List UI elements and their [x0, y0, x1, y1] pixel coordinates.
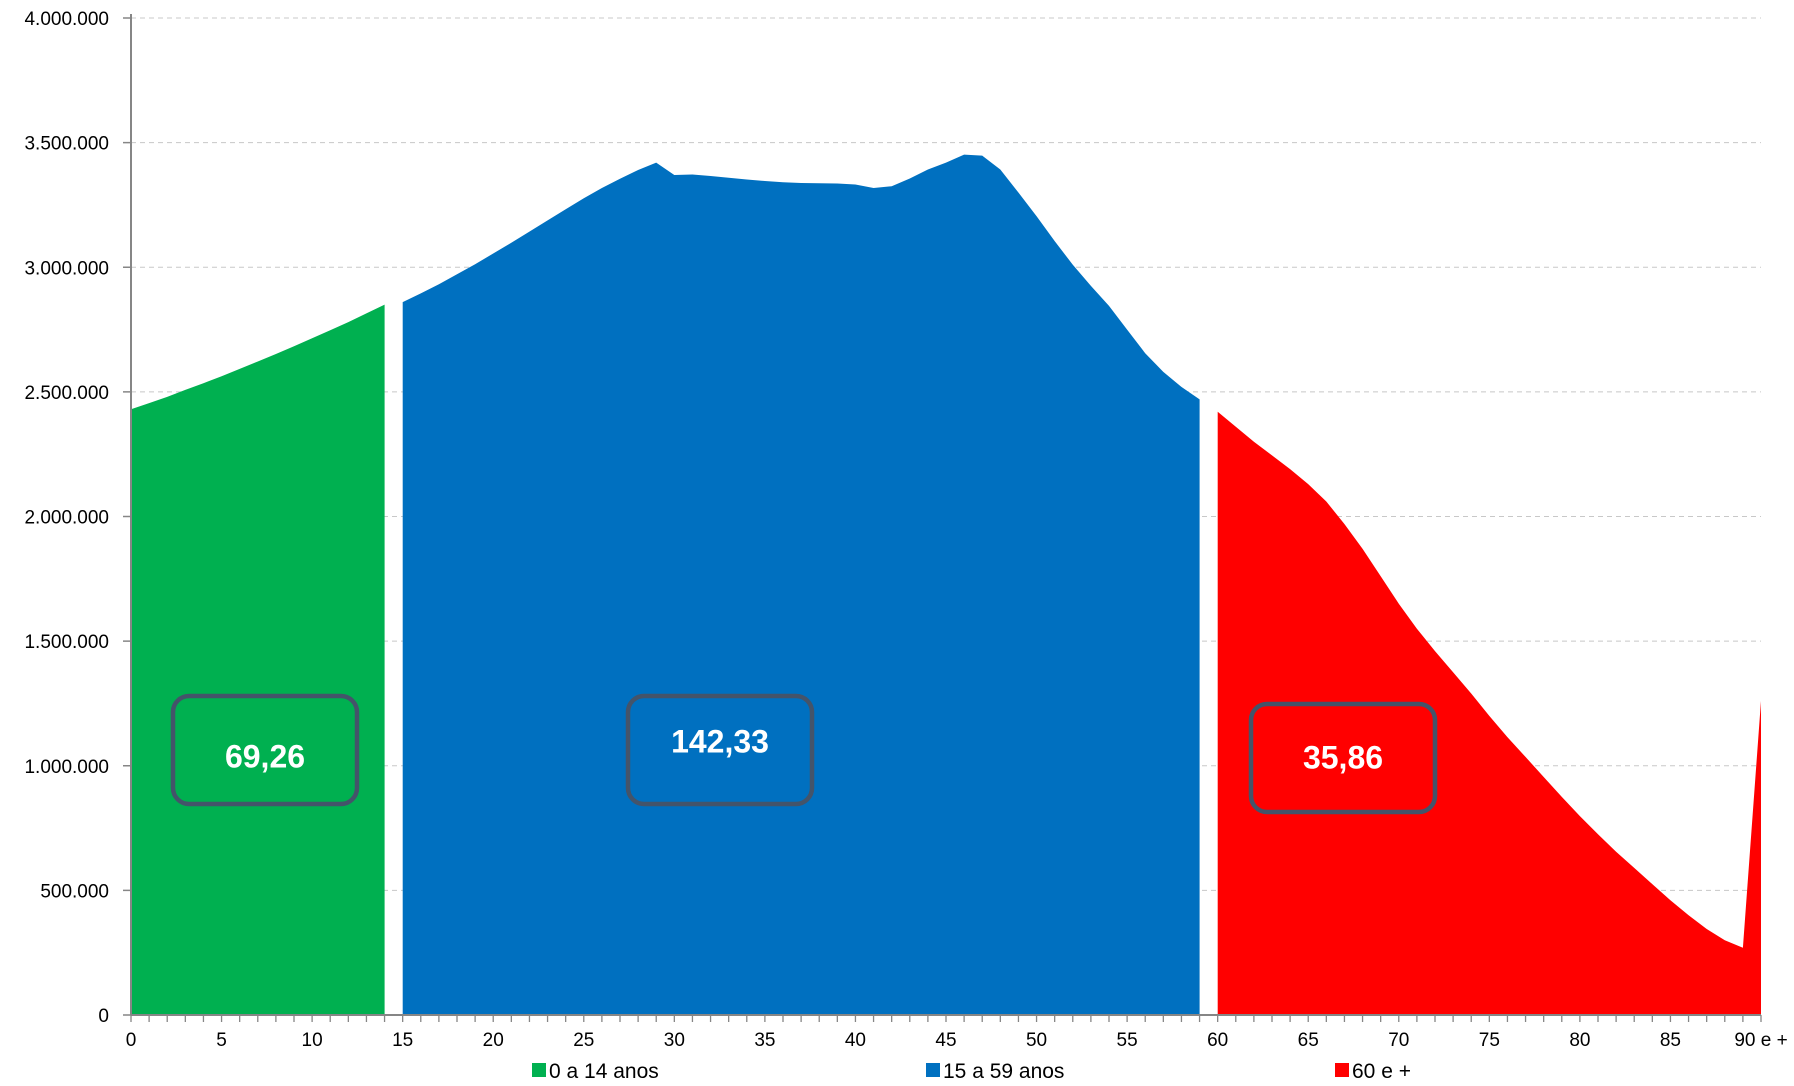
legend-label: 0 a 14 anos — [549, 1060, 659, 1083]
x-tick-label: 5 — [216, 1030, 227, 1051]
annotation-box — [1248, 701, 1438, 815]
y-tick-label: 4.000.000 — [24, 9, 109, 30]
x-tick-label: 20 — [483, 1030, 504, 1051]
x-tick-label: 60 — [1207, 1030, 1228, 1051]
legend-swatch — [532, 1063, 546, 1077]
x-tick-label: 50 — [1026, 1030, 1047, 1051]
x-tick-label: 90 e + — [1734, 1030, 1787, 1051]
x-tick-label: 25 — [573, 1030, 594, 1051]
legend-label: 60 e + — [1352, 1060, 1411, 1083]
annotation-boxes: 69,26 142,33 35,86 — [170, 693, 1438, 815]
x-tick-label: 15 — [392, 1030, 413, 1051]
x-tick-label: 70 — [1388, 1030, 1409, 1051]
annotation-value: 35,86 — [1303, 739, 1383, 775]
plot-areas — [131, 154, 1761, 1016]
x-tick-label: 40 — [845, 1030, 866, 1051]
area-series-60-e — [1217, 411, 1761, 1015]
annotation-value: 69,26 — [225, 738, 305, 774]
legend-label: 15 a 59 anos — [943, 1060, 1064, 1083]
y-axis-tick-labels: 0 500.000 1.000.000 1.500.000 2.000.000 2.500… — [24, 9, 109, 1027]
area-series-15-a-59-anos — [402, 154, 1200, 1016]
area-series-0-a-14-anos — [131, 304, 385, 1016]
y-tick-label: 500.000 — [40, 881, 109, 902]
x-axis-tick-labels: 0 5 10 15 20 25 30 35 40 45 50 55 60 65 70 75 80 85 90 e + — [126, 1030, 1788, 1051]
x-tick-label: 55 — [1117, 1030, 1138, 1051]
x-tick-label: 30 — [664, 1030, 685, 1051]
x-tick-label: 35 — [754, 1030, 775, 1051]
annotation-box — [625, 693, 815, 807]
x-tick-label: 45 — [935, 1030, 956, 1051]
axes — [123, 14, 1762, 1022]
y-tick-label: 0 — [98, 1006, 109, 1027]
x-tick-label: 75 — [1479, 1030, 1500, 1051]
y-tick-label: 2.000.000 — [24, 508, 109, 529]
x-tick-label: 85 — [1660, 1030, 1681, 1051]
legend-swatch — [1335, 1063, 1349, 1077]
legend: 0 a 14 anos 15 a 59 anos 60 e + — [532, 1060, 1411, 1083]
x-tick-label: 80 — [1569, 1030, 1590, 1051]
x-tick-label: 10 — [302, 1030, 323, 1051]
annotation-value: 142,33 — [671, 723, 769, 759]
y-tick-label: 3.500.000 — [24, 134, 109, 155]
y-tick-label: 3.000.000 — [24, 258, 109, 279]
annotation-box — [170, 693, 360, 807]
x-tick-label: 65 — [1298, 1030, 1319, 1051]
y-tick-label: 1.500.000 — [24, 632, 109, 653]
x-tick-label: 0 — [126, 1030, 137, 1051]
y-tick-label: 2.500.000 — [24, 383, 109, 404]
y-tick-label: 1.000.000 — [24, 757, 109, 778]
legend-swatch — [926, 1063, 940, 1077]
